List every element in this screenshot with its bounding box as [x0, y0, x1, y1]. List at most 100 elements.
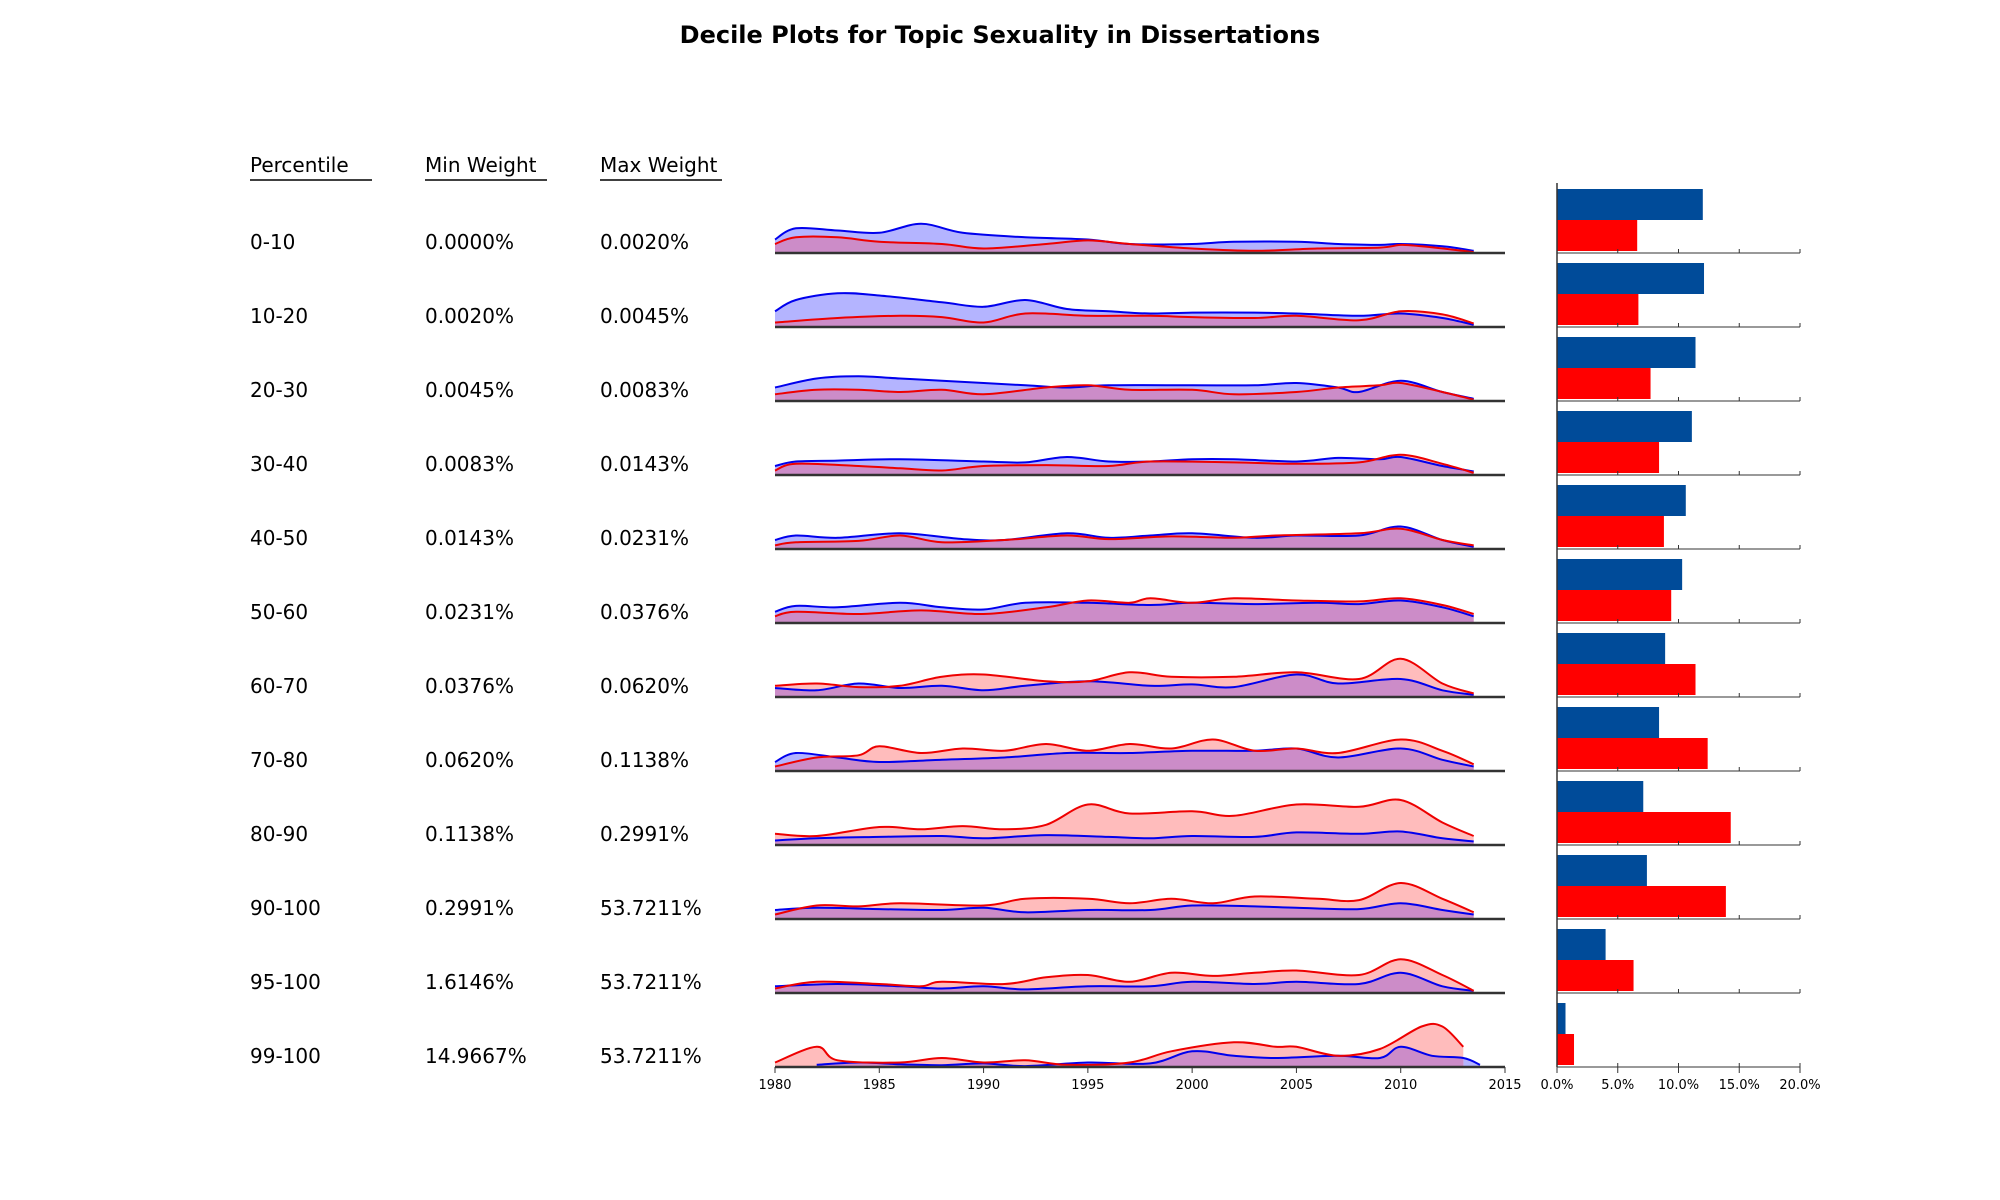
ridge-tick-label: 1985	[863, 1078, 896, 1093]
row-percentile: 50-60	[250, 600, 308, 624]
ridge-tick-label: 1980	[758, 1078, 791, 1093]
row-min-weight: 1.6146%	[425, 970, 514, 994]
row-percentile: 40-50	[250, 526, 308, 550]
bar-tick-label: 5.0%	[1601, 1078, 1634, 1093]
header-min-weight: Min Weight	[425, 153, 537, 177]
overlap-area	[775, 748, 1474, 771]
row-max-weight: 53.7211%	[600, 1044, 702, 1068]
bar-red	[1557, 220, 1638, 251]
bar-red	[1557, 516, 1664, 547]
bar-red	[1557, 886, 1726, 917]
bar-red	[1557, 1034, 1575, 1065]
bar-red	[1557, 590, 1672, 621]
decile-row: 10-20 0.0020% 0.0045%	[250, 263, 1801, 329]
row-min-weight: 0.0045%	[425, 378, 514, 402]
blue-line	[816, 1045, 1481, 1068]
red-line	[774, 1022, 1465, 1066]
bar-tick-label: 10.0%	[1658, 1078, 1699, 1093]
decile-row: 90-100 0.2991% 53.7211%	[250, 855, 1801, 921]
row-percentile: 99-100	[250, 1044, 321, 1068]
decile-row: 0-10 0.0000% 0.0020%	[250, 189, 1801, 255]
bar-tick-label: 15.0%	[1719, 1078, 1760, 1093]
row-percentile: 30-40	[250, 452, 308, 476]
row-max-weight: 0.0083%	[600, 378, 689, 402]
row-percentile: 95-100	[250, 970, 321, 994]
bar-blue	[1557, 263, 1705, 294]
bar-blue	[1557, 633, 1666, 664]
ridge-tick-label: 2000	[1176, 1078, 1209, 1093]
bar-blue	[1557, 559, 1683, 590]
decile-row: 99-100 14.9667% 53.7211%	[250, 1003, 1801, 1069]
red-line	[774, 597, 1474, 618]
bar-red	[1557, 812, 1731, 843]
decile-row: 40-50 0.0143% 0.0231%	[250, 485, 1801, 551]
decile-row: 95-100 1.6146% 53.7211%	[250, 929, 1801, 995]
bar-blue	[1557, 707, 1660, 738]
red-line	[774, 738, 1475, 768]
red-line	[774, 235, 1474, 254]
blue-line	[774, 830, 1474, 843]
blue-line	[774, 747, 1474, 768]
row-min-weight: 0.0083%	[425, 452, 514, 476]
bar-blue	[1557, 781, 1644, 812]
decile-row: 80-90 0.1138% 0.2991%	[250, 781, 1801, 847]
header-percentile: Percentile	[250, 153, 349, 177]
row-max-weight: 53.7211%	[600, 970, 702, 994]
ridge-tick-label: 2010	[1384, 1078, 1417, 1093]
bar-red	[1557, 960, 1634, 991]
row-percentile: 80-90	[250, 822, 308, 846]
red-area	[775, 1023, 1464, 1067]
overlap-area	[775, 236, 1474, 253]
row-max-weight: 0.0143%	[600, 452, 689, 476]
row-min-weight: 0.0231%	[425, 600, 514, 624]
decile-row: 20-30 0.0045% 0.0083%	[250, 337, 1801, 403]
bar-blue	[1557, 189, 1703, 220]
row-min-weight: 0.0143%	[425, 526, 514, 550]
row-max-weight: 0.1138%	[600, 748, 689, 772]
overlap-area	[775, 311, 1474, 327]
row-percentile: 70-80	[250, 748, 308, 772]
ridge-tick-label: 1990	[967, 1078, 1000, 1093]
row-min-weight: 14.9667%	[425, 1044, 527, 1068]
row-max-weight: 53.7211%	[600, 896, 702, 920]
decile-row: 70-80 0.0620% 0.1138%	[250, 707, 1801, 773]
blue-line	[774, 673, 1474, 696]
overlap-area	[775, 600, 1474, 623]
blue-line	[774, 292, 1474, 326]
ridge-tick-label: 2015	[1488, 1078, 1521, 1093]
bar-red	[1557, 368, 1651, 399]
red-line	[774, 527, 1474, 547]
overlap-area	[775, 382, 1474, 401]
row-max-weight: 0.0376%	[600, 600, 689, 624]
row-min-weight: 0.2991%	[425, 896, 514, 920]
red-line	[774, 798, 1475, 838]
bar-blue	[1557, 411, 1692, 442]
row-min-weight: 0.0020%	[425, 304, 514, 328]
header-max-weight: Max Weight	[600, 153, 718, 177]
red-line	[774, 381, 1474, 401]
red-line	[774, 657, 1474, 695]
bar-tick-label: 0.0%	[1540, 1078, 1573, 1093]
bar-blue	[1557, 855, 1647, 886]
row-percentile: 10-20	[250, 304, 308, 328]
row-min-weight: 0.0376%	[425, 674, 514, 698]
overlap-area	[816, 1046, 1464, 1067]
row-max-weight: 0.2991%	[600, 822, 689, 846]
row-min-weight: 0.0000%	[425, 230, 514, 254]
row-min-weight: 0.0620%	[425, 748, 514, 772]
bar-red	[1557, 294, 1639, 325]
bar-blue	[1557, 485, 1686, 516]
bar-red	[1557, 664, 1696, 695]
bar-red	[1557, 442, 1660, 473]
ridge-tick-label: 2005	[1280, 1078, 1313, 1093]
row-percentile: 20-30	[250, 378, 308, 402]
decile-row: 30-40 0.0083% 0.0143%	[250, 411, 1801, 477]
bar-blue	[1557, 929, 1606, 960]
bar-tick-label: 20.0%	[1779, 1078, 1820, 1093]
red-line	[774, 958, 1475, 992]
bar-blue	[1557, 337, 1696, 368]
red-line	[774, 453, 1474, 474]
bar-blue	[1557, 1003, 1566, 1034]
chart-title: Decile Plots for Topic Sexuality in Diss…	[680, 21, 1321, 49]
